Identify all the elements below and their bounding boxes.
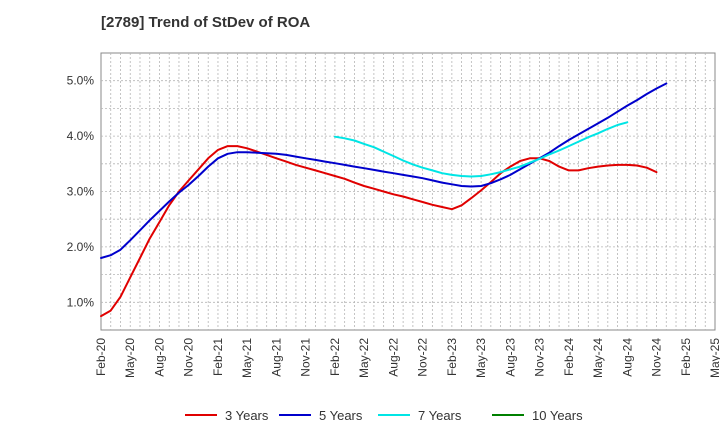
y-tick-label: 2.0% (67, 240, 95, 254)
x-tick-label: Aug-22 (386, 338, 400, 377)
x-tick-label: Aug-23 (503, 338, 517, 377)
x-tick-label: Nov-20 (182, 338, 196, 377)
x-axis-ticks: Feb-20 May-20 Aug-20 Nov-20 Feb-21 May-21 Aug-… (94, 338, 720, 378)
series-line-3-years (100, 145, 658, 318)
x-tick-label: May-21 (240, 338, 254, 378)
legend: 3 Years 5 Years 7 Years 10 Years (185, 408, 583, 423)
x-tick-label: Aug-20 (152, 338, 166, 377)
plot-area (100, 52, 716, 331)
series-line-5-years (100, 82, 668, 259)
legend-label: 5 Years (319, 408, 363, 423)
x-tick-label: Feb-25 (679, 338, 693, 376)
series-lines (100, 82, 668, 318)
x-tick-label: May-25 (708, 338, 720, 378)
x-tick-label: May-20 (123, 338, 137, 378)
x-tick-label: Feb-20 (94, 338, 108, 376)
legend-label: 7 Years (418, 408, 462, 423)
y-axis-ticks: 1.0% 2.0% 3.0% 4.0% 5.0% (67, 74, 95, 310)
x-tick-label: Nov-22 (416, 338, 430, 377)
x-tick-label: May-23 (474, 338, 488, 378)
x-tick-label: Feb-24 (562, 338, 576, 376)
x-tick-label: Feb-23 (445, 338, 459, 376)
x-tick-label: May-24 (591, 338, 605, 378)
chart-title: [2789] Trend of StDev of ROA (101, 14, 311, 31)
x-tick-label: Feb-21 (211, 338, 225, 376)
y-tick-label: 1.0% (67, 295, 95, 309)
series-line-7-years (333, 121, 629, 178)
x-tick-label: Aug-24 (620, 338, 634, 377)
x-tick-label: Aug-21 (269, 338, 283, 377)
y-tick-label: 4.0% (67, 129, 95, 143)
x-tick-label: Nov-23 (533, 338, 547, 377)
x-tick-label: Nov-21 (299, 338, 313, 377)
y-tick-label: 5.0% (67, 74, 95, 88)
x-tick-label: Feb-22 (328, 338, 342, 376)
y-tick-label: 3.0% (67, 185, 95, 199)
legend-label: 3 Years (225, 408, 269, 423)
legend-label: 10 Years (532, 408, 583, 423)
x-tick-label: Nov-24 (650, 338, 664, 377)
x-tick-label: May-22 (357, 338, 371, 378)
